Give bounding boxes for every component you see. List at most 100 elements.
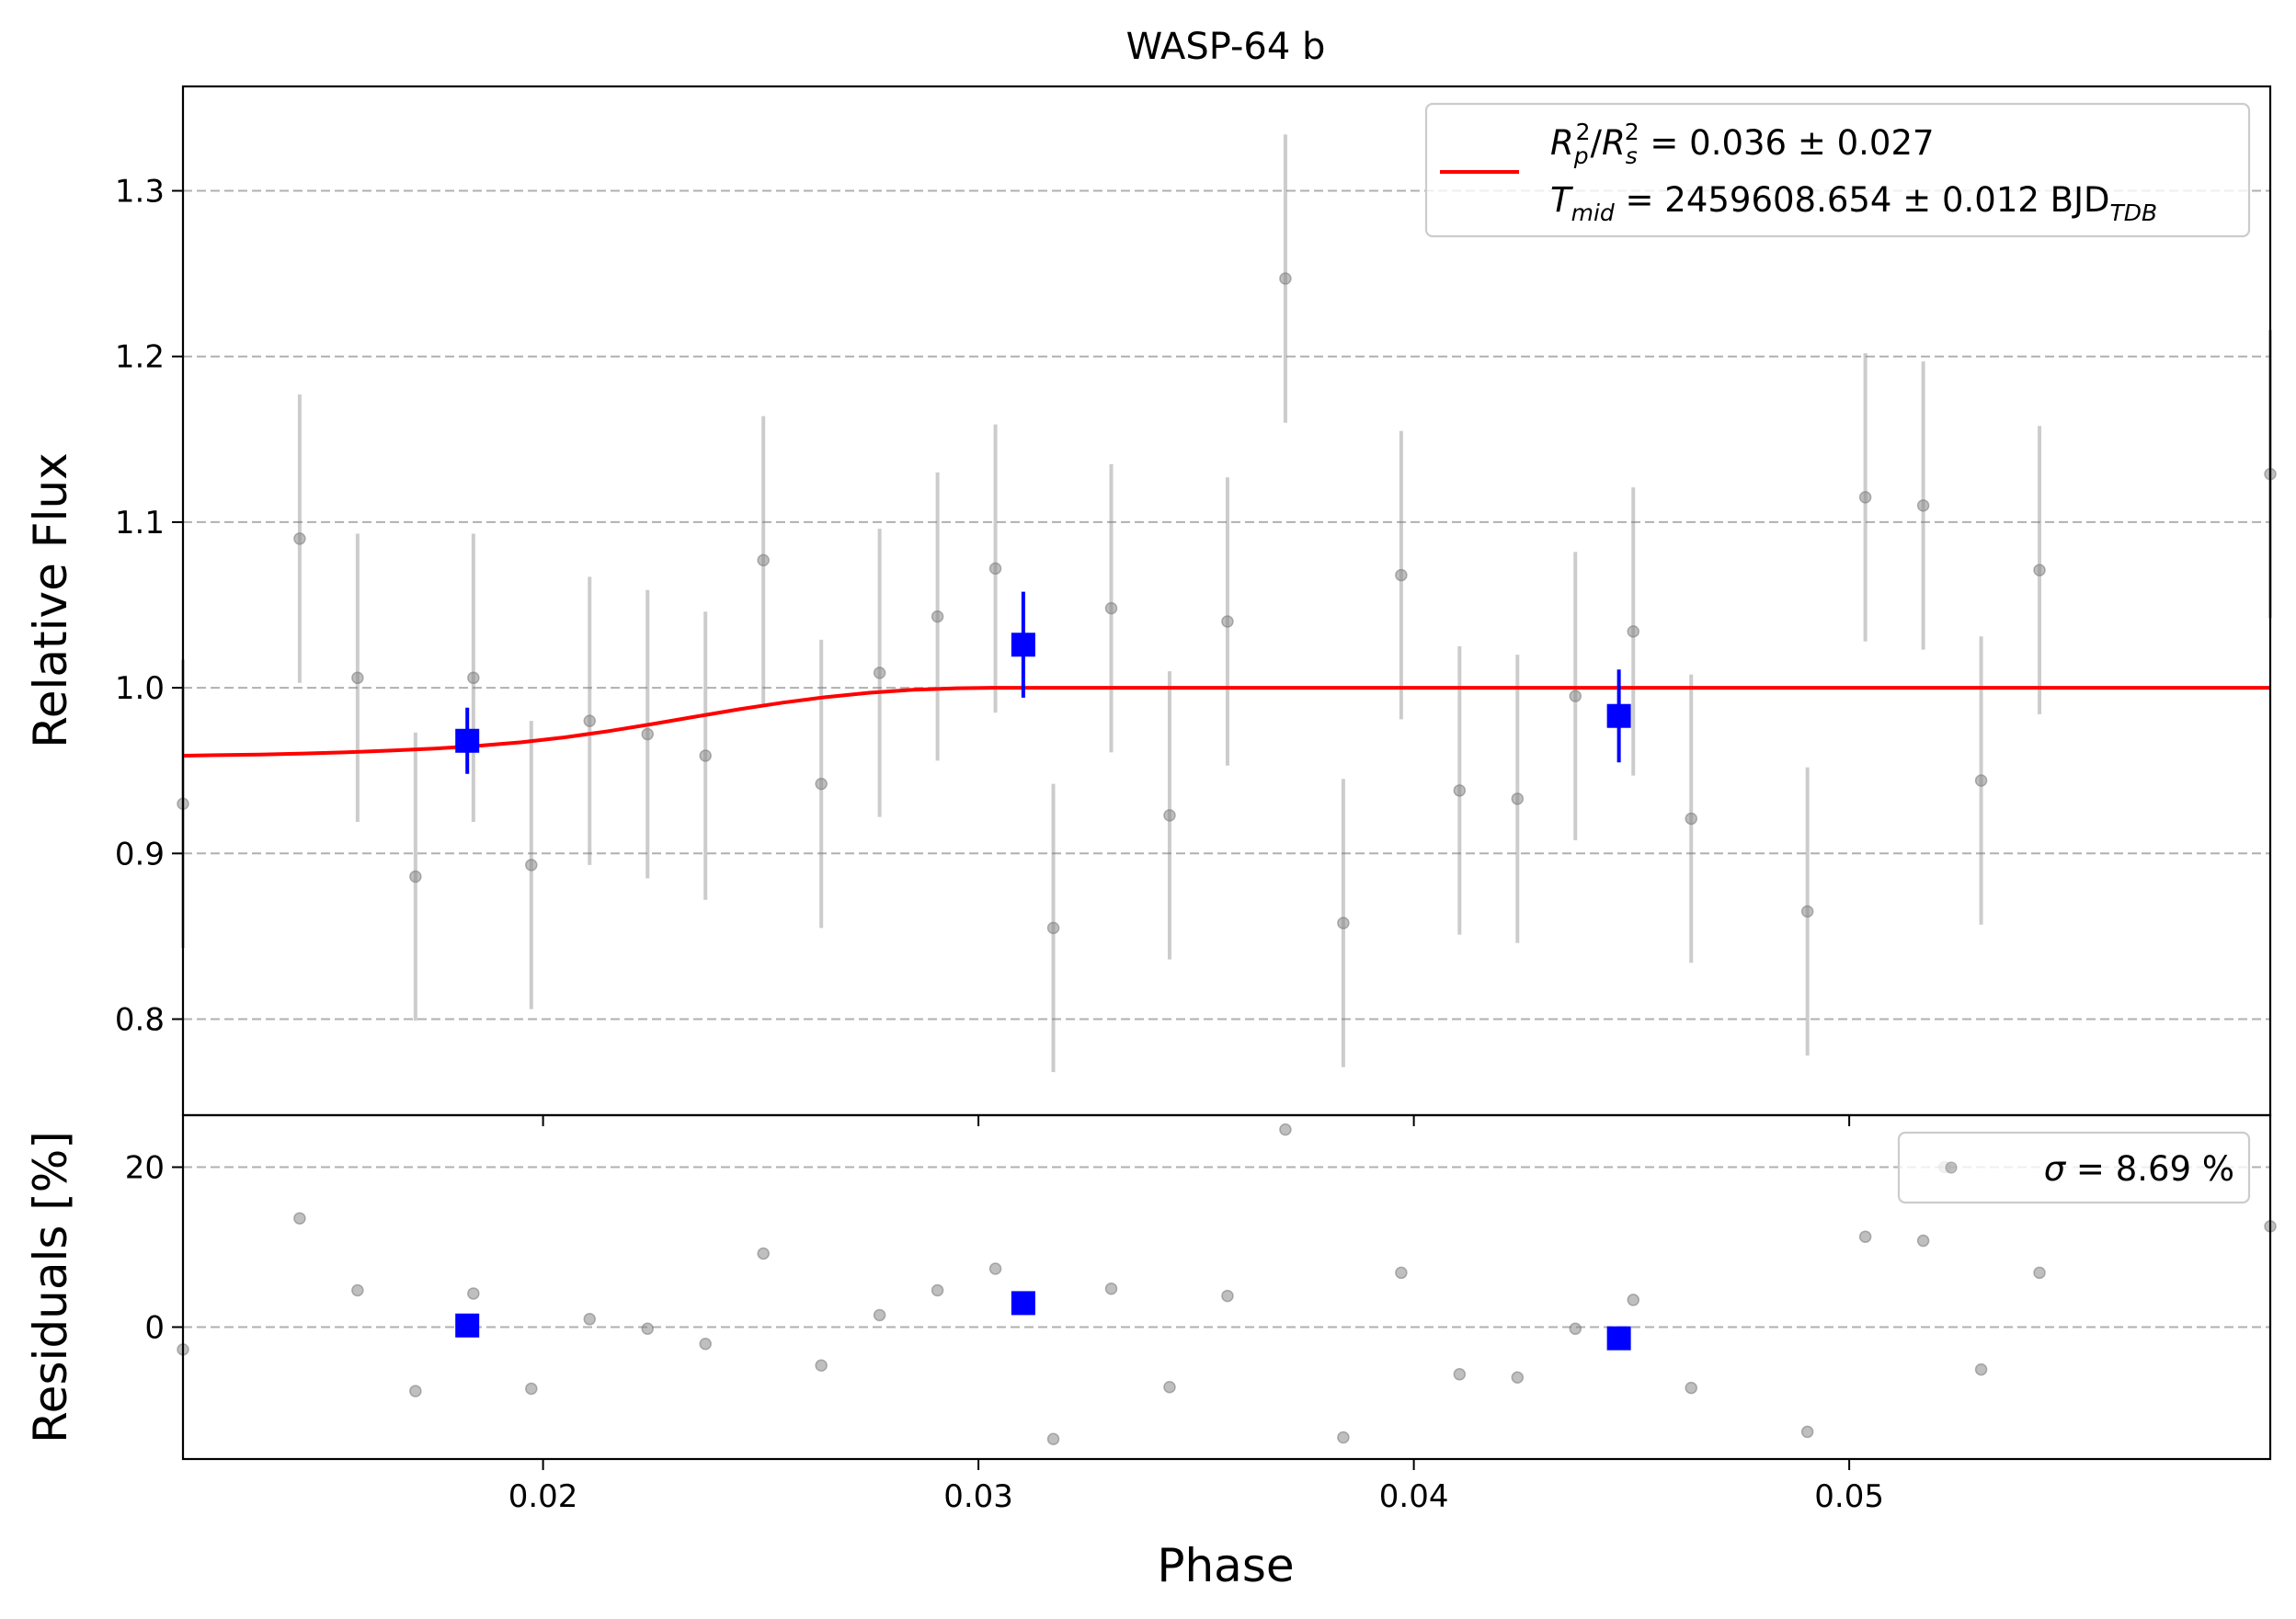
residual-point <box>988 1262 1002 1275</box>
data-point <box>1627 625 1640 638</box>
bottom-axes-frame <box>181 1113 2272 1461</box>
bottom-y-axis-label: Residuals [%] <box>24 1131 77 1443</box>
legend-t-symbol: T <box>1550 180 1573 220</box>
transit-model-line <box>182 686 2270 758</box>
data-point <box>699 749 712 762</box>
legend-tdb-sub: TDB <box>2109 200 2157 226</box>
legend-r-symbol: R <box>1550 123 1574 163</box>
residual-point <box>1395 1266 1408 1280</box>
data-point <box>467 671 480 685</box>
legend-tmid-value: = 2459608.654 ± 0.012 BJD <box>1615 180 2110 220</box>
sigma-symbol: σ <box>2044 1149 2067 1189</box>
top-y-axis-label: Relative Flux <box>24 452 77 747</box>
residual-point <box>1453 1368 1467 1381</box>
legend-r2-sub: s <box>1626 143 1638 169</box>
residual-point <box>1569 1322 1582 1335</box>
top-y-tick-label: 0.9 <box>115 836 165 872</box>
top-legend-box <box>1424 102 2251 238</box>
top-legend: Rp2/Rs2 = 0.036 ± 0.027 Tmid = 2459608.6… <box>1424 102 2251 238</box>
data-point <box>1221 615 1234 628</box>
residual-point <box>1104 1282 1118 1295</box>
top-y-tick-label: 1.1 <box>115 505 165 542</box>
top-y-tick-label: 0.8 <box>115 1001 165 1038</box>
top-x-ticks <box>542 1115 1851 1126</box>
data-point <box>1569 690 1582 702</box>
data-point <box>815 777 828 791</box>
legend-radius-ratio: Rp2/Rs2 = 0.036 ± 0.027 <box>1550 119 1935 169</box>
binned-residual-point <box>1606 1326 1631 1351</box>
residual-point <box>1974 1362 1988 1376</box>
residual-point <box>641 1322 654 1335</box>
residual-point <box>1800 1425 1814 1439</box>
data-point <box>1800 905 1814 918</box>
residual-point <box>1627 1294 1640 1306</box>
data-point <box>1974 774 1988 787</box>
bottom-y-tick-label: 20 <box>125 1150 165 1187</box>
legend-r2-symbol: R <box>1602 123 1626 163</box>
data-point <box>1046 921 1060 935</box>
data-point <box>1104 601 1118 615</box>
residual-point <box>873 1308 886 1322</box>
data-point <box>351 671 364 685</box>
data-point <box>1453 784 1467 797</box>
top-y-tick-label: 1.0 <box>115 670 165 707</box>
data-point <box>2033 564 2046 576</box>
data-point <box>1279 272 1292 285</box>
top-y-tick-label: 1.3 <box>115 174 165 211</box>
binned-point <box>1011 633 1035 657</box>
residual-point <box>525 1382 538 1396</box>
legend-tmid: Tmid = 2459608.654 ± 0.012 BJDTDB <box>1550 180 2157 226</box>
data-point <box>1337 917 1350 929</box>
binned-point <box>455 728 480 753</box>
legend-r2-sup: 2 <box>1625 119 1639 145</box>
residual-point <box>699 1338 712 1351</box>
bottom-legend-marker <box>1945 1161 1958 1174</box>
binned-residual-point <box>455 1313 480 1338</box>
data-point <box>409 870 422 884</box>
data-point <box>1395 568 1408 582</box>
legend-r-sup: 2 <box>1576 119 1591 145</box>
residual-point <box>1163 1380 1176 1394</box>
residual-point <box>1511 1371 1525 1385</box>
top-binned-points <box>455 591 1631 774</box>
bottom-binned-points <box>455 1291 1631 1351</box>
bottom-x-tick-label: 0.02 <box>508 1478 578 1515</box>
bottom-legend: σ = 8.69 % <box>1897 1131 2251 1204</box>
bottom-legend-box <box>1897 1131 2251 1204</box>
binned-residual-point <box>1011 1291 1035 1316</box>
sigma-legend-text: σ = 8.69 % <box>2044 1149 2234 1189</box>
residual-point <box>1685 1381 1697 1395</box>
data-point <box>1916 499 1930 512</box>
residual-point <box>1858 1230 1872 1243</box>
residual-point <box>1337 1431 1350 1444</box>
residual-point <box>1046 1432 1060 1446</box>
residual-point <box>1221 1289 1234 1303</box>
top-panel: 0.80.91.01.11.21.3 Relative Flux Rp2/Rs2… <box>24 85 2277 1126</box>
legend-slash: / <box>1591 123 1603 163</box>
residual-point <box>293 1212 306 1225</box>
top-data-points <box>177 272 2277 935</box>
data-point <box>1163 809 1176 822</box>
data-point <box>1511 792 1525 805</box>
legend-r-sub: p <box>1573 143 1589 169</box>
data-point <box>583 714 597 727</box>
residual-point <box>351 1283 364 1297</box>
bottom-y-tick-label: 0 <box>144 1309 165 1346</box>
data-point <box>525 859 538 872</box>
residual-point <box>583 1313 597 1326</box>
data-point <box>293 532 306 545</box>
residual-point <box>931 1283 944 1297</box>
sigma-value: = 8.69 % <box>2065 1149 2234 1189</box>
bottom-x-ticks: 0.02 0.03 0.04 0.05 <box>508 1459 1884 1515</box>
legend-radius-value: = 0.036 ± 0.027 <box>1639 123 1935 163</box>
residual-point <box>757 1247 770 1260</box>
bottom-panel: 0.02 0.03 0.04 0.05 0 20 Phase Residuals [%]… <box>24 1113 2277 1592</box>
data-point <box>873 667 886 679</box>
data-point <box>988 562 1002 576</box>
residual-point <box>409 1385 422 1397</box>
residual-point <box>1916 1234 1930 1248</box>
residual-point <box>1279 1123 1292 1136</box>
data-point <box>1858 491 1872 504</box>
